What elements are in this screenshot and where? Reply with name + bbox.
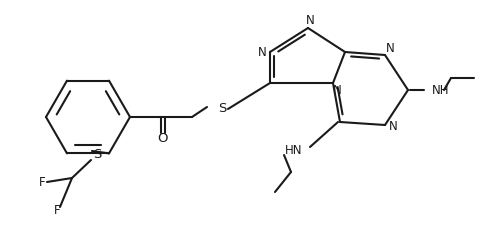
Text: HN: HN <box>285 143 303 157</box>
Text: S: S <box>93 149 101 161</box>
Text: N: N <box>258 45 267 58</box>
Text: NH: NH <box>432 84 449 96</box>
Text: S: S <box>218 102 226 116</box>
Text: F: F <box>54 204 60 216</box>
Text: N: N <box>386 43 394 55</box>
Text: N: N <box>306 15 314 28</box>
Text: F: F <box>39 176 45 189</box>
Text: O: O <box>158 132 168 146</box>
Text: N: N <box>333 84 341 96</box>
Text: N: N <box>389 121 397 134</box>
